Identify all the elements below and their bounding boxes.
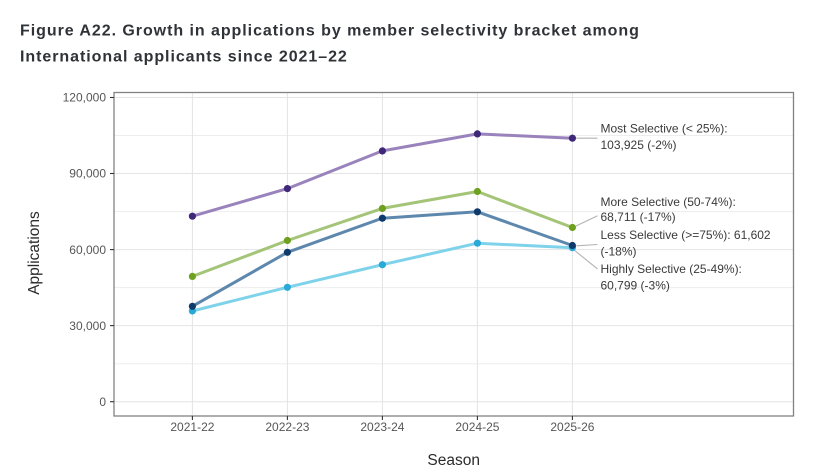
svg-text:90,000: 90,000 — [69, 167, 106, 181]
svg-text:120,000: 120,000 — [63, 91, 107, 105]
svg-text:103,925 (-2%): 103,925 (-2%) — [601, 138, 677, 152]
svg-text:60,799 (-3%): 60,799 (-3%) — [601, 279, 670, 293]
svg-text:Most Selective (< 25%):: Most Selective (< 25%): — [601, 121, 728, 135]
svg-text:68,711 (-17%): 68,711 (-17%) — [601, 210, 676, 224]
svg-text:30,000: 30,000 — [69, 319, 106, 333]
svg-text:60,000: 60,000 — [69, 243, 106, 257]
svg-text:2022-23: 2022-23 — [265, 420, 309, 434]
svg-text:2024-25: 2024-25 — [455, 420, 499, 434]
svg-text:(-18%): (-18%) — [601, 244, 637, 258]
svg-text:International applicants since: International applicants since 2021–22 — [20, 49, 348, 66]
svg-text:0: 0 — [99, 395, 106, 409]
svg-text:Applications: Applications — [26, 211, 43, 295]
svg-text:Figure A22. Growth in applicat: Figure A22. Growth in applications by me… — [20, 23, 640, 40]
svg-text:Highly Selective (25-49%):: Highly Selective (25-49%): — [601, 262, 742, 276]
svg-text:2025-26: 2025-26 — [550, 420, 594, 434]
svg-text:Season: Season — [427, 452, 480, 469]
svg-text:More Selective (50-74%):: More Selective (50-74%): — [601, 195, 736, 209]
svg-text:2021-22: 2021-22 — [170, 420, 214, 434]
svg-text:Less Selective (>=75%): 61,602: Less Selective (>=75%): 61,602 — [601, 228, 771, 242]
svg-text:2023-24: 2023-24 — [360, 420, 404, 434]
